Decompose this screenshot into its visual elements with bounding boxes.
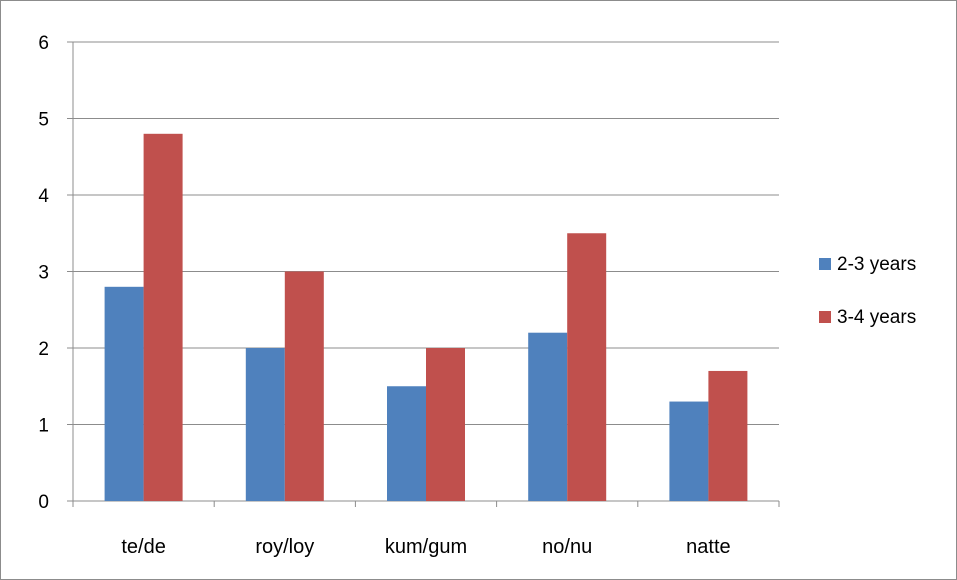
legend-label: 3-4 years — [837, 307, 916, 328]
y-tick-label: 1 — [38, 416, 49, 437]
x-category-label: te/de — [121, 536, 165, 558]
legend: 2-3 years 3-4 years — [819, 254, 916, 328]
y-tick-label: 2 — [38, 339, 49, 360]
x-category-label: natte — [686, 536, 730, 558]
axis-labels: 0 1 2 3 4 5 6 te/de roy/loy kum/gum no/nu natte — [38, 33, 730, 558]
bar-series-1 — [104, 286, 144, 501]
gridlines — [73, 41, 779, 425]
bar-series-2 — [708, 370, 748, 501]
bars — [104, 133, 748, 502]
bar-series-1 — [528, 332, 568, 501]
y-tick-label: 4 — [38, 186, 49, 207]
bar-series-2 — [426, 348, 465, 501]
legend-swatch — [819, 311, 831, 323]
legend-swatch — [819, 258, 831, 270]
bar-series-1 — [387, 386, 426, 501]
x-category-label: kum/gum — [385, 536, 467, 558]
bar-series-2 — [143, 133, 183, 502]
x-category-label: no/nu — [542, 536, 592, 558]
y-tick-label: 6 — [38, 33, 49, 54]
bar-series-1 — [669, 401, 709, 501]
y-tick-label: 5 — [38, 110, 49, 131]
y-tick-label: 3 — [38, 263, 49, 284]
x-category-label: roy/loy — [255, 536, 314, 558]
bar-series-2 — [284, 271, 324, 501]
bar-series-2 — [567, 233, 607, 501]
y-tick-label: 0 — [38, 492, 49, 513]
bar-series-1 — [245, 348, 285, 501]
legend-label: 2-3 years — [837, 254, 916, 275]
